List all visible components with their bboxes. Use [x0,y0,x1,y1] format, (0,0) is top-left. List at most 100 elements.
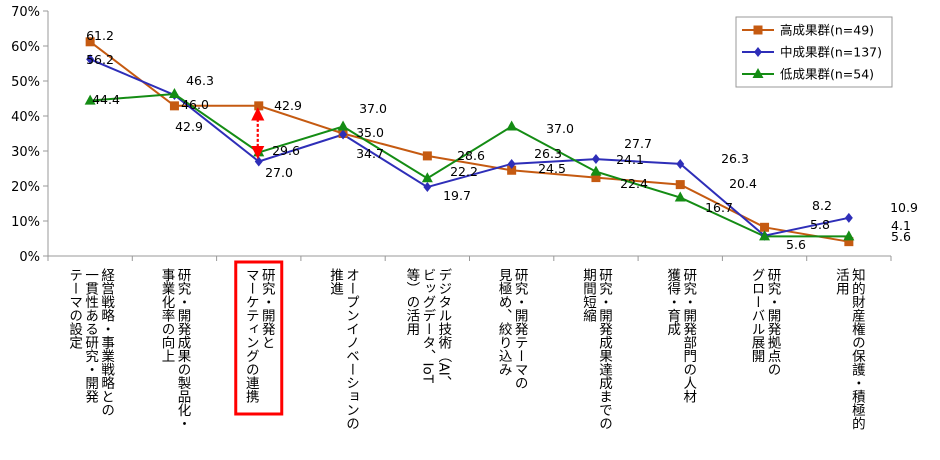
y-tick-label: 60% [11,40,40,55]
category-label-line: 見極め、絞り込み [496,268,513,376]
y-tick-label: 20% [11,180,40,195]
data-label: 34.7 [356,146,384,161]
legend-marker-triangle [752,68,764,78]
marker-triangle [421,172,433,183]
marker-diamond [339,129,348,140]
category-label-line: デジタル技術（AI、 [435,268,452,389]
data-label: 42.9 [175,119,203,134]
data-label: 37.0 [546,121,574,136]
series-lines-group [89,41,850,243]
data-label: 46.0 [181,97,209,112]
marker-diamond [591,154,600,165]
data-label: 61.2 [86,28,114,43]
category-label-line: 研究・開発成果達成までの [596,268,613,430]
data-label: 27.7 [624,136,652,151]
marker-square [675,180,685,190]
category-label-line: 期間短縮 [580,268,597,323]
marker-square [85,37,95,47]
data-label: 5.6 [891,229,911,244]
marker-diamond [507,158,516,169]
marker-diamond [86,54,95,65]
data-label: 10.9 [890,200,918,215]
series-line-3 [90,92,849,238]
highlight-box [234,260,284,416]
data-label: 46.3 [186,73,214,88]
marker-triangle [674,191,686,202]
data-label: 35.0 [356,125,384,140]
y-tick-label: 40% [11,110,40,125]
data-label: 8.2 [812,198,832,213]
marker-square [422,151,432,161]
y-tick-label: 70% [11,5,40,20]
data-label: 44.4 [92,92,120,107]
marker-triangle [843,230,855,241]
category-label-line: 経営戦略・事業戦略との [98,268,115,417]
data-label: 22.4 [620,176,648,191]
category-label-line: オープンイノベーションの [343,268,360,430]
category-label-line: 研究・開発と [259,268,276,349]
marker-square [844,237,854,247]
category-label-line: 推進 [327,268,344,297]
category-label-line: マーケティングの連携 [243,268,260,403]
data-label: 37.0 [359,101,387,116]
y-tick-label: 50% [11,75,40,90]
marker-triangle [506,120,518,131]
y-tick-label: 0% [19,250,40,265]
marker-square [254,101,264,111]
axes-group: 0% 10% 20% 30% 40% 50% 60% 70% [11,5,892,265]
category-label-line: 研究・開発部門の人材 [680,268,697,403]
y-tick-label: 10% [11,215,40,230]
data-label: 26.3 [534,146,562,161]
marker-square [591,173,601,183]
marker-square [169,101,179,111]
legend: 高成果群(n=49) 中成果群(n=137) 低成果群(n=54) [735,16,893,88]
category-label-line: 等）の活用 [403,267,420,337]
category-label-line: ビッグデータ、IoT [419,268,435,384]
category-label-line: 事業化率の向上 [158,268,175,363]
data-label: 24.1 [616,152,644,167]
data-label: 5.6 [786,237,806,252]
category-label-line: 研究・開発テーマの [512,268,529,390]
y-tick-label: 30% [11,145,40,160]
data-label: 29.6 [272,143,300,158]
data-label: 56.2 [86,52,114,67]
marker-triangle [168,87,180,98]
data-label: 28.6 [457,148,485,163]
category-label-line: 獲得・育成 [664,268,681,337]
data-label: 26.3 [721,151,749,166]
data-label: 22.2 [450,164,478,179]
data-label: 16.7 [705,200,733,215]
legend-label-1: 高成果群(n=49) [780,23,874,38]
legend-label-2: 中成果群(n=137) [780,45,882,60]
marker-triangle [337,120,349,131]
data-label: 42.9 [274,98,302,113]
category-label-line: 研究・開発成果の製品化・ [174,268,191,430]
data-label: 19.7 [443,188,471,203]
legend-label-3: 低成果群(n=54) [780,67,874,82]
data-label: 27.0 [265,165,293,180]
data-label: 5.8 [810,217,830,232]
category-label-line: 研究・開発拠点の [765,268,782,376]
marker-triangle [84,94,96,105]
marker-diamond [423,182,432,193]
legend-marker-diamond [754,47,762,57]
data-label: 24.5 [538,161,566,176]
data-label: 4.1 [891,218,911,233]
category-label-line: グローバル展開 [749,268,766,364]
marker-diamond [844,212,853,223]
data-labels-group: 61.2 56.2 44.4 46.3 46.0 42.9 42.9 29.6 27.0 37.0… [86,28,918,252]
marker-square [760,222,770,232]
category-label-line: 活用 [833,268,850,297]
marker-triangle [759,230,771,241]
marker-square [507,165,517,175]
series-line-2 [89,58,850,237]
series-line-1 [89,41,850,243]
category-label-line: 一貫性ある研究・開発 [82,268,99,404]
category-label-line: テーマの設定 [66,268,83,350]
category-label-line: 知的財産権の保護・積極的 [849,267,866,431]
data-label: 20.4 [729,176,757,191]
marker-triangle [590,165,602,176]
